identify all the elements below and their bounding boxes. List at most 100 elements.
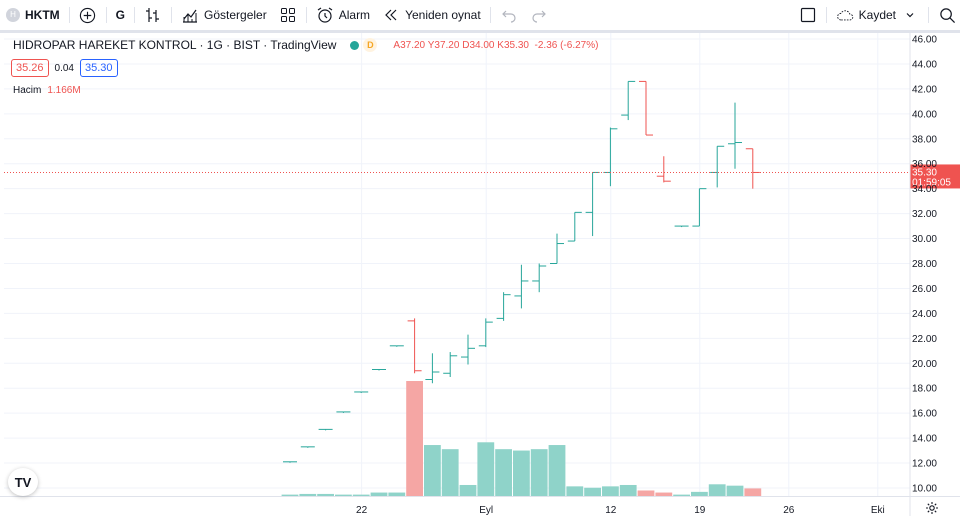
- search-button[interactable]: [932, 0, 960, 30]
- toolbar-divider: [134, 7, 136, 23]
- ohlc-bar: [514, 264, 529, 309]
- toolbar-divider: [171, 7, 173, 23]
- volume-bar: [352, 494, 370, 496]
- y-tick-label: 34.00: [912, 184, 937, 195]
- ohlc-bar: [692, 188, 707, 227]
- y-tick-label: 28.00: [912, 259, 937, 270]
- volume-bar: [441, 449, 459, 496]
- volume-bar: [477, 442, 495, 496]
- y-tick-label: 46.00: [912, 35, 937, 46]
- volume-bar: [602, 486, 619, 496]
- symbol-search-button[interactable]: H HKTM: [0, 0, 66, 30]
- ohlc-values: A37.20 Y37.20 D34.00 K35.30 -2.36 (-6.27…: [393, 40, 598, 51]
- volume-value: 1.166M: [47, 85, 81, 96]
- ohlc-bar: [443, 352, 458, 377]
- cloud-icon: [836, 6, 854, 24]
- high-label: Y: [427, 39, 435, 51]
- toolbar-border: [0, 30, 960, 33]
- alert-button[interactable]: Alarm: [310, 0, 376, 30]
- gear-icon[interactable]: [924, 500, 940, 516]
- ohlc-bar: [585, 171, 600, 237]
- volume-bar: [584, 487, 601, 496]
- ohlc-bar: [656, 156, 671, 183]
- ohlc-bar: [603, 127, 618, 187]
- plus-circle-icon: [79, 6, 97, 24]
- high-value: 37.20: [434, 39, 460, 51]
- ohlc-bar: [300, 446, 315, 448]
- price-axis: 46.00 44.00 42.00 40.00 38.00 36.00 34.00 32.00…: [909, 33, 937, 516]
- ohlc-bar: [674, 225, 689, 228]
- volume-bar: [691, 491, 708, 496]
- bar-chart-type-icon: [144, 6, 162, 24]
- volume-bar: [281, 494, 299, 496]
- y-tick-label: 22.00: [912, 334, 937, 345]
- save-button[interactable]: Kaydet: [830, 0, 925, 30]
- buy-button[interactable]: 35.30: [80, 59, 118, 77]
- last-price-label-box: [910, 164, 960, 189]
- volume-bar: [406, 381, 423, 496]
- indicators-button[interactable]: Göstergeler: [175, 0, 273, 30]
- undo-icon: [500, 6, 518, 24]
- volume-bar: [317, 493, 334, 496]
- y-tick-label: 26.00: [912, 284, 937, 295]
- ohlc-bar: [389, 345, 404, 347]
- y-tick-label: 30.00: [912, 234, 937, 245]
- interval-label: G: [115, 8, 126, 22]
- change-value: -2.36 (-6.27%): [534, 39, 599, 51]
- volume-bar: [637, 490, 655, 496]
- y-tick-label: 40.00: [912, 109, 937, 120]
- ohlc-bar: [425, 353, 440, 384]
- toolbar-divider: [928, 7, 929, 23]
- volume-bar: [424, 445, 441, 496]
- y-tick-label: 38.00: [912, 134, 937, 145]
- toolbar-right-group: Kaydet: [793, 0, 960, 30]
- redo-button[interactable]: [524, 0, 554, 30]
- interval-button[interactable]: G: [110, 0, 131, 30]
- series-title[interactable]: HIDROPAR HAREKET KONTROL · 1G · BIST · T…: [13, 38, 337, 52]
- market-status-dot: [350, 40, 360, 50]
- layouts-button[interactable]: [273, 0, 303, 30]
- chevron-down-icon: [901, 6, 919, 24]
- tradingview-logo-icon[interactable]: TV: [8, 468, 38, 496]
- compare-symbol-button[interactable]: [73, 0, 103, 30]
- ohlc-bar: [354, 391, 369, 393]
- y-tick-label: 32.00: [912, 209, 937, 220]
- data-delay-badge[interactable]: D: [363, 38, 378, 52]
- save-label: Kaydet: [858, 8, 896, 22]
- chart-grid: [4, 33, 910, 496]
- low-value: 34.00: [469, 39, 495, 51]
- y-tick-label: 18.00: [912, 384, 937, 395]
- spread-value: 0.04: [54, 62, 74, 74]
- volume-legend: Hacim 1.166M: [13, 85, 81, 96]
- toolbar-divider: [305, 7, 307, 23]
- close-label: K: [497, 39, 504, 51]
- chart-type-button[interactable]: [138, 0, 168, 30]
- x-tick-label: 26: [783, 505, 795, 516]
- toolbar-divider: [489, 7, 491, 23]
- redo-icon: [530, 6, 548, 24]
- symbol-name: HKTM: [25, 8, 60, 22]
- ohlc-bar: [532, 263, 547, 293]
- volume-bar: [530, 449, 548, 496]
- y-tick-label: 36.00: [912, 159, 937, 170]
- y-tick-label: 20.00: [912, 359, 937, 370]
- ohlc-bar: [639, 80, 653, 136]
- y-tick-label: 42.00: [912, 84, 937, 95]
- volume-label: Hacim: [13, 85, 42, 96]
- volume-bar: [548, 445, 566, 496]
- ohlc-bar: [461, 334, 475, 365]
- grid-layout-icon: [279, 6, 297, 24]
- ohlc-bar: [710, 145, 725, 188]
- fullscreen-button[interactable]: [793, 0, 823, 30]
- sell-button[interactable]: 35.26: [11, 59, 49, 77]
- undo-button[interactable]: [494, 0, 524, 30]
- x-tick-label: 19: [694, 505, 706, 516]
- volume-bar: [744, 488, 762, 496]
- time-axis: 22 Eyl 12 19 26 Eki: [0, 496, 960, 516]
- replay-button[interactable]: Yeniden oynat: [376, 0, 487, 30]
- toolbar-divider: [68, 7, 70, 23]
- rewind-icon: [382, 6, 400, 24]
- y-tick-label: 10.00: [912, 484, 937, 495]
- x-tick-label: Eyl: [479, 505, 493, 516]
